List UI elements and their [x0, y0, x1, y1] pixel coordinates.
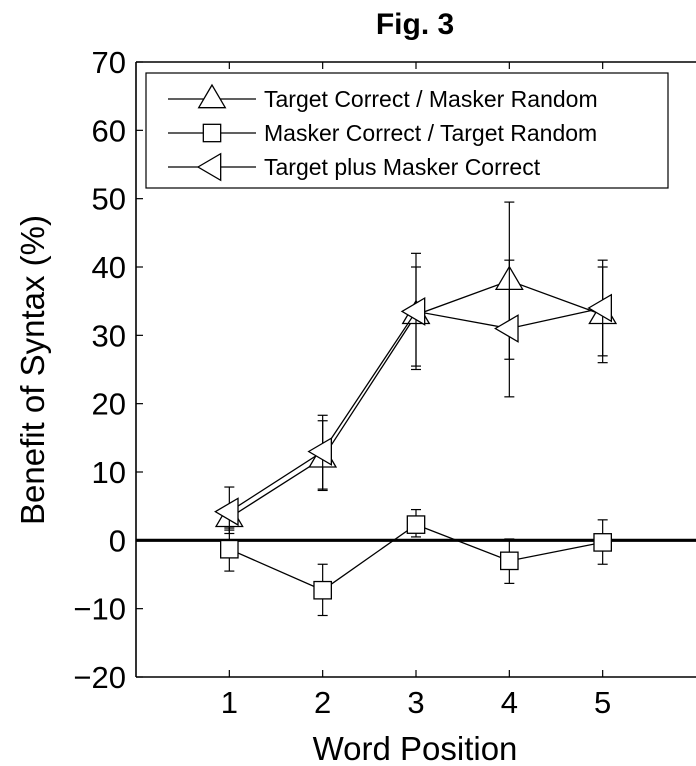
legend-marker-triangle-left	[196, 152, 222, 182]
y-tick-label: −10	[73, 592, 126, 627]
data-point-triangle-left	[307, 437, 332, 466]
data-point-square	[500, 551, 519, 571]
series-square	[220, 508, 612, 617]
y-tick-label: 40	[92, 250, 126, 285]
x-tick-label: 4	[501, 685, 518, 720]
legend-marker-triangle-up	[197, 83, 227, 109]
x-tick-label: 3	[407, 685, 424, 720]
y-axis-label: Benefit of Syntax (%)	[14, 215, 51, 525]
legend-marker-square	[202, 123, 222, 143]
figure-title: Fig. 3	[376, 8, 454, 41]
data-point-triangle-left	[214, 497, 239, 527]
x-tick-label: 5	[594, 685, 611, 720]
legend-entry-label: Masker Correct / Target Random	[264, 120, 597, 146]
y-tick-label: 60	[92, 113, 126, 148]
data-point-square	[406, 515, 426, 534]
y-tick-label: 50	[92, 182, 126, 217]
data-point-triangle-left	[400, 296, 426, 326]
y-tick-label: 10	[92, 455, 126, 490]
data-point-triangle-left	[494, 314, 519, 343]
plot-area: −20 −10 0 10 20 30 40 50 60 70 1 2 3 4 5 Target Correct…	[73, 45, 696, 720]
y-tick-label: −20	[73, 660, 126, 695]
legend-entry-label: Target plus Masker Correct	[264, 154, 541, 180]
legend-entry-label: Target Correct / Masker Random	[264, 86, 598, 112]
x-axis-label: Word Position	[313, 730, 518, 766]
y-tick-label: 20	[92, 387, 126, 422]
series-triangle-left	[214, 252, 612, 535]
x-tick-label: 2	[314, 685, 331, 720]
data-point-square	[593, 533, 612, 552]
data-point-square	[313, 580, 332, 600]
data-point-triangle-left	[587, 293, 612, 323]
legend-box	[145, 72, 669, 189]
legend: Target Correct / Masker Random Masker Cor…	[145, 72, 669, 189]
x-tick-label: 1	[221, 685, 238, 720]
y-tick-label: 70	[92, 45, 126, 80]
y-tick-label: 30	[92, 318, 126, 353]
data-point-square	[220, 539, 239, 559]
y-tick-label: 0	[109, 523, 126, 558]
